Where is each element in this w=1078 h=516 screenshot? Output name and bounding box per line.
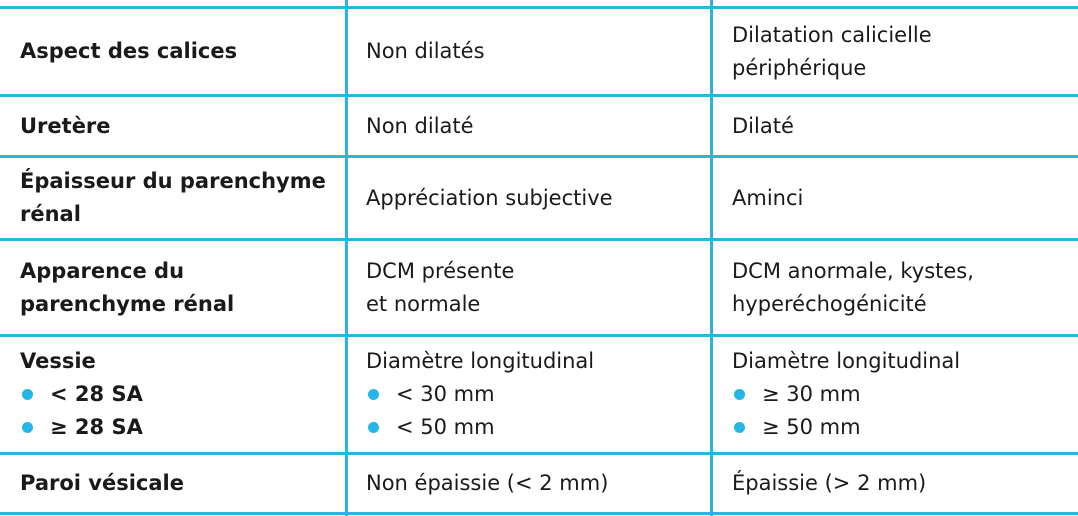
cell-text: Diamètre longitudinal — [366, 349, 595, 373]
cell-text: rénal — [20, 202, 81, 226]
normal-value: Non dilaté — [366, 97, 696, 155]
bullet-item: ≥ 28 SA — [20, 411, 335, 444]
row-divider — [0, 94, 1078, 97]
cell-text: Non dilatés — [366, 39, 485, 63]
normal-value: Diamètre longitudinal < 30 mm < 50 mm — [366, 337, 696, 452]
row-label: Paroi vésicale — [20, 455, 335, 512]
cell-text: Dilatation calicielle — [732, 22, 932, 47]
row-label: Vessie < 28 SA ≥ 28 SA — [20, 337, 335, 452]
row-label: Aspect des calices — [20, 9, 335, 94]
pathological-value: Aminci — [732, 158, 1062, 238]
bullet-item: < 50 mm — [366, 411, 696, 444]
pathological-value: Dilatation calicielle périphérique — [732, 9, 1062, 94]
cell-text: Dilaté — [732, 113, 794, 138]
cell-text: Non dilaté — [366, 113, 474, 138]
normal-value: Non épaissie (< 2 mm) — [366, 455, 696, 512]
table-row: Épaisseur du parenchyme rénal Appréciati… — [0, 158, 1078, 238]
bullet-item: ≥ 30 mm — [732, 378, 1062, 411]
normal-value: DCM présente et normale — [366, 241, 696, 334]
bullet-icon — [734, 389, 745, 400]
table-row: Aspect des calices Non dilatés Dilatatio… — [0, 9, 1078, 94]
bullet-icon — [22, 422, 33, 433]
table-row: Paroi vésicale Non épaissie (< 2 mm) Épa… — [0, 455, 1078, 512]
cell-text: Appréciation subjective — [366, 185, 613, 210]
row-divider — [0, 512, 1078, 515]
bullet-text: < 28 SA — [50, 382, 143, 406]
bullet-text: ≥ 28 SA — [50, 415, 143, 439]
cell-text: Paroi vésicale — [20, 471, 184, 495]
column-divider — [345, 0, 348, 516]
bullet-text: ≥ 50 mm — [762, 415, 861, 439]
cell-text: parenchyme rénal — [20, 291, 235, 316]
pathological-value: DCM anormale, kystes, hyperéchogénicité — [732, 241, 1062, 334]
row-divider — [0, 6, 1078, 9]
cell-text: périphérique — [732, 55, 867, 80]
bullet-icon — [734, 422, 745, 433]
column-divider — [710, 0, 713, 516]
row-divider — [0, 155, 1078, 158]
cell-text: Apparence du — [20, 258, 185, 283]
cell-text: Épaissie (> 2 mm) — [732, 471, 927, 495]
cell-text: Épaisseur du parenchyme — [20, 169, 326, 193]
bullet-item: < 30 mm — [366, 378, 696, 411]
bullet-icon — [368, 422, 379, 433]
bullet-icon — [368, 389, 379, 400]
bullet-icon — [22, 389, 33, 400]
cell-text: DCM anormale, kystes, — [732, 258, 974, 283]
cell-text: Non épaissie (< 2 mm) — [366, 471, 609, 495]
pathological-value: Dilaté — [732, 97, 1062, 155]
cell-text: hyperéchogénicité — [732, 291, 927, 316]
row-label: Uretère — [20, 97, 335, 155]
table-row: Uretère Non dilaté Dilaté — [0, 97, 1078, 155]
row-label: Apparence du parenchyme rénal — [20, 241, 335, 334]
bullet-text: < 50 mm — [396, 415, 495, 439]
cell-text: Vessie — [20, 349, 96, 373]
row-divider — [0, 334, 1078, 337]
bullet-item: ≥ 50 mm — [732, 411, 1062, 444]
cell-text: Uretère — [20, 113, 111, 138]
bullet-text: ≥ 30 mm — [762, 382, 861, 406]
cell-text: DCM présente — [366, 258, 515, 283]
normal-value: Appréciation subjective — [366, 158, 696, 238]
table-row: Vessie < 28 SA ≥ 28 SA Diamètre longitud… — [0, 337, 1078, 452]
pathological-value: Épaissie (> 2 mm) — [732, 455, 1062, 512]
cell-text: Aminci — [732, 185, 804, 210]
row-divider — [0, 452, 1078, 455]
bullet-item: < 28 SA — [20, 378, 335, 411]
cell-text: Diamètre longitudinal — [732, 349, 961, 373]
normal-value: Non dilatés — [366, 9, 696, 94]
row-divider — [0, 238, 1078, 241]
bullet-text: < 30 mm — [396, 382, 495, 406]
cell-text: Aspect des calices — [20, 39, 238, 63]
cell-text: et normale — [366, 291, 481, 316]
pathological-value: Diamètre longitudinal ≥ 30 mm ≥ 50 mm — [732, 337, 1062, 452]
table-row: Apparence du parenchyme rénal DCM présen… — [0, 241, 1078, 334]
row-label: Épaisseur du parenchyme rénal — [20, 158, 335, 238]
